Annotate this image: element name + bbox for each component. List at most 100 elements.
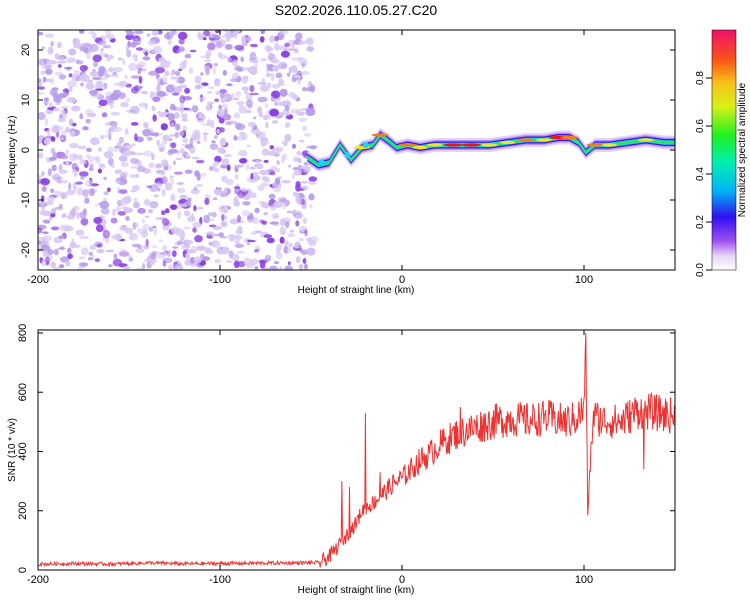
noise-blob xyxy=(154,132,159,137)
noise-blob xyxy=(70,130,76,137)
noise-blob xyxy=(172,160,176,165)
noise-blob xyxy=(112,208,116,216)
noise-blob xyxy=(252,174,261,181)
noise-blob xyxy=(223,154,233,158)
noise-blob xyxy=(46,59,57,65)
noise-blob xyxy=(108,67,114,73)
signal-blob xyxy=(318,159,325,166)
noise-blob xyxy=(162,244,168,252)
noise-blob xyxy=(151,30,159,35)
noise-blob xyxy=(284,110,291,116)
noise-blob xyxy=(50,213,56,218)
noise-blob xyxy=(300,108,308,111)
noise-blob xyxy=(61,130,67,137)
noise-blob xyxy=(84,197,90,204)
noise-blob xyxy=(295,256,301,264)
noise-blob xyxy=(79,64,88,72)
noise-blob xyxy=(66,96,77,103)
noise-blob xyxy=(218,117,225,124)
noise-blob xyxy=(216,109,226,117)
noise-blob xyxy=(77,154,83,161)
noise-blob xyxy=(135,173,140,178)
noise-blob xyxy=(235,123,246,131)
signal-hotspot xyxy=(638,138,654,142)
noise-blob xyxy=(90,254,95,260)
y-tick-label: 800 xyxy=(17,324,29,342)
noise-blob xyxy=(304,229,308,237)
spectrogram-ylabel: Frequency (Hz) xyxy=(7,116,18,185)
noise-blob xyxy=(242,158,247,162)
noise-blob xyxy=(258,201,266,204)
noise-blob xyxy=(40,178,50,186)
noise-blob xyxy=(135,47,144,51)
noise-blob xyxy=(161,188,166,197)
noise-blob xyxy=(134,267,144,270)
noise-blob xyxy=(89,163,94,169)
noise-blob xyxy=(279,236,285,244)
noise-blob xyxy=(207,212,213,217)
noise-blob xyxy=(223,187,228,193)
noise-blob xyxy=(55,95,62,104)
noise-blob xyxy=(170,76,177,80)
y-tick-label: 600 xyxy=(17,383,29,401)
noise-blob xyxy=(292,143,296,149)
noise-blob xyxy=(247,242,251,246)
noise-blob xyxy=(88,251,94,256)
noise-blob xyxy=(284,133,292,142)
noise-blob xyxy=(175,123,181,131)
noise-blob xyxy=(268,265,279,270)
noise-blob xyxy=(225,30,232,39)
noise-blob xyxy=(241,35,247,44)
noise-blob xyxy=(68,48,77,56)
noise-blob xyxy=(175,76,181,84)
noise-blob xyxy=(289,229,295,233)
noise-blob xyxy=(259,169,270,176)
noise-blob xyxy=(134,133,138,142)
noise-blob xyxy=(215,30,220,34)
noise-blob xyxy=(293,212,304,219)
noise-blob xyxy=(194,84,201,90)
colorbar-label: Normalized spectral amplitude xyxy=(737,82,748,217)
noise-blob xyxy=(187,197,192,203)
noise-blob xyxy=(245,99,253,108)
noise-blob xyxy=(67,253,73,259)
noise-blob xyxy=(100,48,104,52)
signal-hotspot xyxy=(601,143,618,147)
noise-blob xyxy=(60,191,68,196)
noise-blob xyxy=(118,155,128,162)
noise-blob xyxy=(260,141,267,147)
noise-blob xyxy=(57,60,66,64)
noise-blob xyxy=(38,227,43,234)
noise-blob xyxy=(50,188,55,194)
noise-blob xyxy=(120,101,129,108)
noise-blob xyxy=(40,195,45,203)
noise-blob xyxy=(42,76,47,83)
noise-blob xyxy=(156,84,161,92)
noise-blob xyxy=(301,249,308,256)
noise-blob xyxy=(203,134,208,142)
noise-blob xyxy=(257,96,268,103)
noise-blob xyxy=(99,200,110,209)
noise-blob xyxy=(41,186,47,192)
noise-blob xyxy=(302,217,307,225)
noise-blob xyxy=(146,33,151,37)
noise-blob xyxy=(192,227,197,233)
noise-blob xyxy=(200,72,204,76)
noise-blob xyxy=(192,133,201,142)
noise-blob xyxy=(48,156,57,161)
noise-blob xyxy=(176,150,182,155)
noise-blob xyxy=(268,193,276,200)
noise-blob xyxy=(152,114,157,122)
noise-blob xyxy=(41,46,46,50)
noise-blob xyxy=(278,61,288,70)
noise-blob xyxy=(270,96,275,102)
noise-blob xyxy=(148,162,155,169)
noise-blob xyxy=(45,68,53,75)
noise-blob xyxy=(134,30,144,35)
snr-frame xyxy=(37,329,676,571)
noise-blob xyxy=(119,198,128,207)
noise-blob xyxy=(265,121,269,129)
noise-blob xyxy=(248,180,257,183)
noise-blob xyxy=(298,40,307,45)
noise-blob xyxy=(110,104,114,109)
